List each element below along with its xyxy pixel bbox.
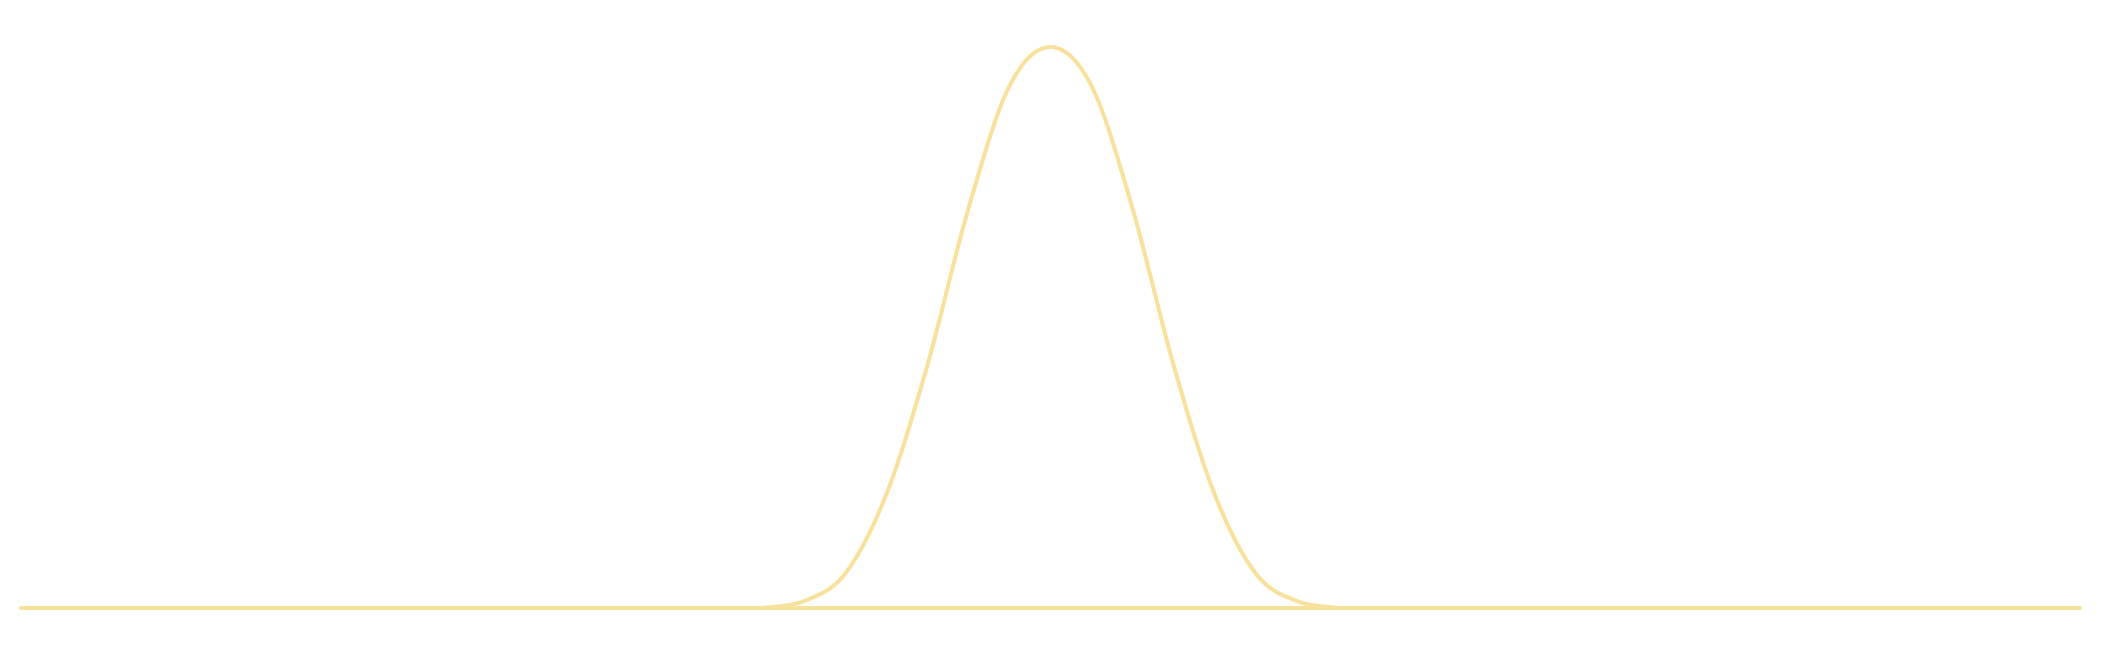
series-line [760,45,1341,610]
